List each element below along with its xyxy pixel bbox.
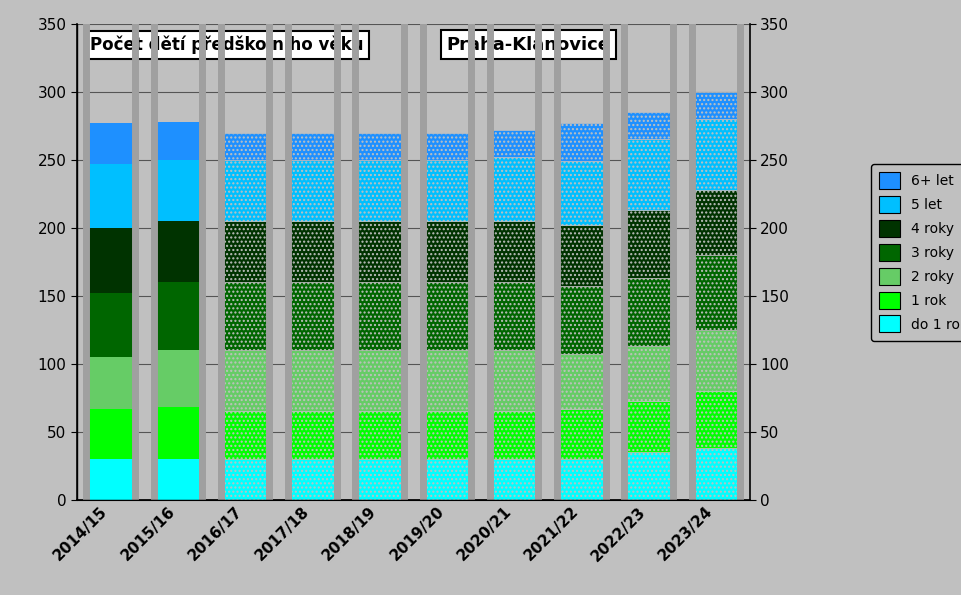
- Bar: [221, 133, 269, 160]
- Bar: [490, 459, 538, 500]
- Bar: [423, 221, 471, 282]
- Bar: [692, 330, 740, 391]
- Bar: [692, 119, 740, 190]
- Bar: [557, 225, 605, 286]
- Bar: [86, 164, 135, 228]
- Bar: [154, 408, 202, 459]
- Bar: [490, 282, 538, 350]
- Bar: [692, 92, 740, 119]
- Bar: [221, 160, 269, 221]
- Bar: [625, 278, 673, 346]
- Bar: [154, 459, 202, 500]
- Bar: [356, 133, 404, 160]
- Bar: [423, 350, 471, 411]
- Bar: [423, 282, 471, 350]
- Bar: [692, 391, 740, 448]
- Bar: [692, 190, 740, 255]
- Bar: [625, 346, 673, 400]
- Bar: [288, 459, 336, 500]
- Bar: [557, 354, 605, 409]
- Bar: [625, 400, 673, 452]
- Bar: [692, 255, 740, 330]
- Bar: [288, 282, 336, 350]
- Bar: [221, 459, 269, 500]
- Bar: [356, 282, 404, 350]
- Bar: [423, 411, 471, 459]
- Bar: [423, 133, 471, 160]
- Bar: [86, 123, 135, 164]
- Bar: [356, 160, 404, 221]
- Text: Praha-Klánovice: Praha-Klánovice: [447, 36, 611, 54]
- Bar: [154, 122, 202, 160]
- Bar: [490, 411, 538, 459]
- Bar: [625, 112, 673, 139]
- Bar: [490, 221, 538, 282]
- Bar: [86, 409, 135, 459]
- Bar: [288, 411, 336, 459]
- Bar: [288, 160, 336, 221]
- Bar: [356, 459, 404, 500]
- Bar: [356, 411, 404, 459]
- Bar: [356, 350, 404, 411]
- Bar: [86, 228, 135, 293]
- Bar: [154, 160, 202, 221]
- Bar: [154, 282, 202, 350]
- Bar: [490, 350, 538, 411]
- Bar: [288, 221, 336, 282]
- Bar: [490, 157, 538, 221]
- Bar: [288, 133, 336, 160]
- Bar: [86, 459, 135, 500]
- Bar: [154, 350, 202, 408]
- Bar: [557, 409, 605, 459]
- Bar: [625, 452, 673, 500]
- Bar: [154, 221, 202, 282]
- Bar: [86, 357, 135, 409]
- Bar: [288, 350, 336, 411]
- Bar: [221, 221, 269, 282]
- Bar: [490, 130, 538, 157]
- Bar: [557, 123, 605, 161]
- Bar: [625, 139, 673, 210]
- Bar: [86, 293, 135, 357]
- Bar: [221, 350, 269, 411]
- Bar: [557, 161, 605, 225]
- Bar: [625, 210, 673, 278]
- Legend: 6+ let, 5 let, 4 roky, 3 roky, 2 roky, 1 rok, do 1 roku: 6+ let, 5 let, 4 roky, 3 roky, 2 roky, 1…: [871, 164, 961, 341]
- Bar: [423, 459, 471, 500]
- Bar: [557, 459, 605, 500]
- Bar: [221, 282, 269, 350]
- Bar: [356, 221, 404, 282]
- Bar: [221, 411, 269, 459]
- Bar: [423, 160, 471, 221]
- Bar: [692, 448, 740, 500]
- Bar: [557, 286, 605, 354]
- Text: Počet dětí předškolního věku: Počet dětí předškolního věku: [90, 36, 364, 54]
